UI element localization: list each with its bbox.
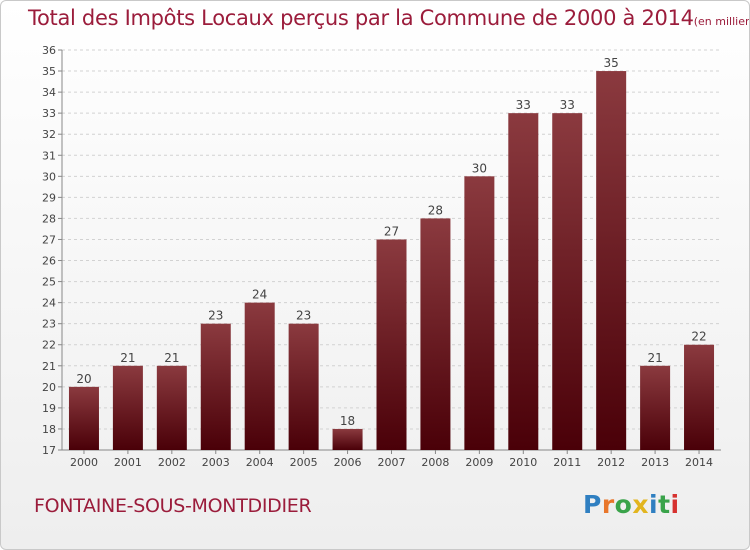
data-label: 33 (560, 98, 575, 112)
bar (684, 344, 715, 450)
y-tick-label: 23 (42, 318, 56, 331)
y-tick-label: 33 (42, 107, 56, 120)
bars (68, 71, 715, 450)
bar (156, 365, 187, 450)
y-tick-label: 31 (42, 149, 56, 162)
y-tick-labels: 17 18 19 20 21 22 23 24 25 26 27 28 29 30 31 32 33 34 35 36 (42, 44, 56, 457)
bar (596, 71, 627, 450)
x-tick-label: 2009 (465, 456, 493, 469)
y-tick-label: 21 (42, 360, 56, 373)
data-label: 30 (472, 161, 487, 175)
y-tick-label: 27 (42, 233, 56, 246)
x-tick-labels: 2000 2001 2002 2003 2004 2005 2006 2007 2008 2009… (70, 456, 713, 469)
data-label: 20 (76, 372, 91, 386)
bar (420, 218, 451, 450)
data-label: 18 (340, 414, 355, 428)
data-label: 22 (691, 330, 706, 344)
logo-letter: t (658, 490, 671, 519)
logo-letter: x (632, 490, 649, 519)
x-tick-label: 2010 (509, 456, 537, 469)
y-tick-label: 35 (42, 65, 56, 78)
commune-name: FONTAINE-SOUS-MONTDIDIER (34, 495, 312, 517)
bar (288, 323, 319, 450)
bar (640, 365, 671, 450)
data-label: 33 (516, 98, 531, 112)
bar (552, 113, 583, 450)
y-tick-label: 20 (42, 381, 56, 394)
x-tick-label: 2003 (202, 456, 230, 469)
data-label: 24 (252, 288, 267, 302)
data-label: 23 (296, 309, 311, 323)
x-tick-label: 2008 (421, 456, 449, 469)
proxiti-logo: Proxiti (583, 490, 680, 519)
y-tick-label: 34 (42, 86, 56, 99)
y-tick-label: 26 (42, 255, 56, 268)
logo-letter: o (614, 490, 633, 519)
logo-letter: i (649, 490, 659, 519)
x-tick-label: 2011 (553, 456, 581, 469)
y-tick-label: 25 (42, 276, 56, 289)
data-label: 21 (120, 351, 135, 365)
x-tick-label: 2002 (158, 456, 186, 469)
y-tick-label: 24 (42, 297, 56, 310)
data-label: 28 (428, 203, 443, 217)
x-tick-label: 2012 (597, 456, 625, 469)
chart-title-unit: (en milliers d'€) (693, 15, 750, 28)
y-tick-label: 32 (42, 128, 56, 141)
bar (508, 113, 539, 450)
x-tick-label: 2006 (334, 456, 362, 469)
y-tick-label: 36 (42, 44, 56, 57)
bar (464, 176, 495, 450)
y-tick-label: 30 (42, 170, 56, 183)
x-tick-label: 2001 (114, 456, 142, 469)
bar (68, 386, 99, 450)
bar (244, 302, 275, 450)
bar (200, 323, 231, 450)
y-tick-label: 28 (42, 212, 56, 225)
y-tick-label: 19 (42, 402, 56, 415)
data-label: 23 (208, 309, 223, 323)
data-label: 21 (647, 351, 662, 365)
y-tick-label: 18 (42, 423, 56, 436)
y-tick-label: 17 (42, 444, 56, 457)
x-tick-label: 2005 (290, 456, 318, 469)
bar (376, 239, 407, 450)
chart-title: Total des Impôts Locaux perçus par la Co… (28, 6, 750, 30)
bar (112, 365, 143, 450)
logo-letter: i (670, 490, 680, 519)
x-tick-label: 2007 (378, 456, 406, 469)
bar (332, 428, 363, 450)
x-tick-label: 2004 (246, 456, 274, 469)
logo-letter: r (601, 490, 615, 519)
data-label: 27 (384, 224, 399, 238)
x-tick-label: 2014 (685, 456, 713, 469)
x-tick-label: 2000 (70, 456, 98, 469)
data-label: 35 (604, 56, 619, 70)
data-labels: 20 21 21 23 24 23 18 27 28 30 33 33 35 21 22 (76, 56, 706, 428)
logo-letter: P (583, 490, 602, 519)
y-tick-label: 22 (42, 339, 56, 352)
data-label: 21 (164, 351, 179, 365)
y-tick-label: 29 (42, 191, 56, 204)
chart-title-text: Total des Impôts Locaux perçus par la Co… (28, 6, 694, 30)
x-tick-label: 2013 (641, 456, 669, 469)
